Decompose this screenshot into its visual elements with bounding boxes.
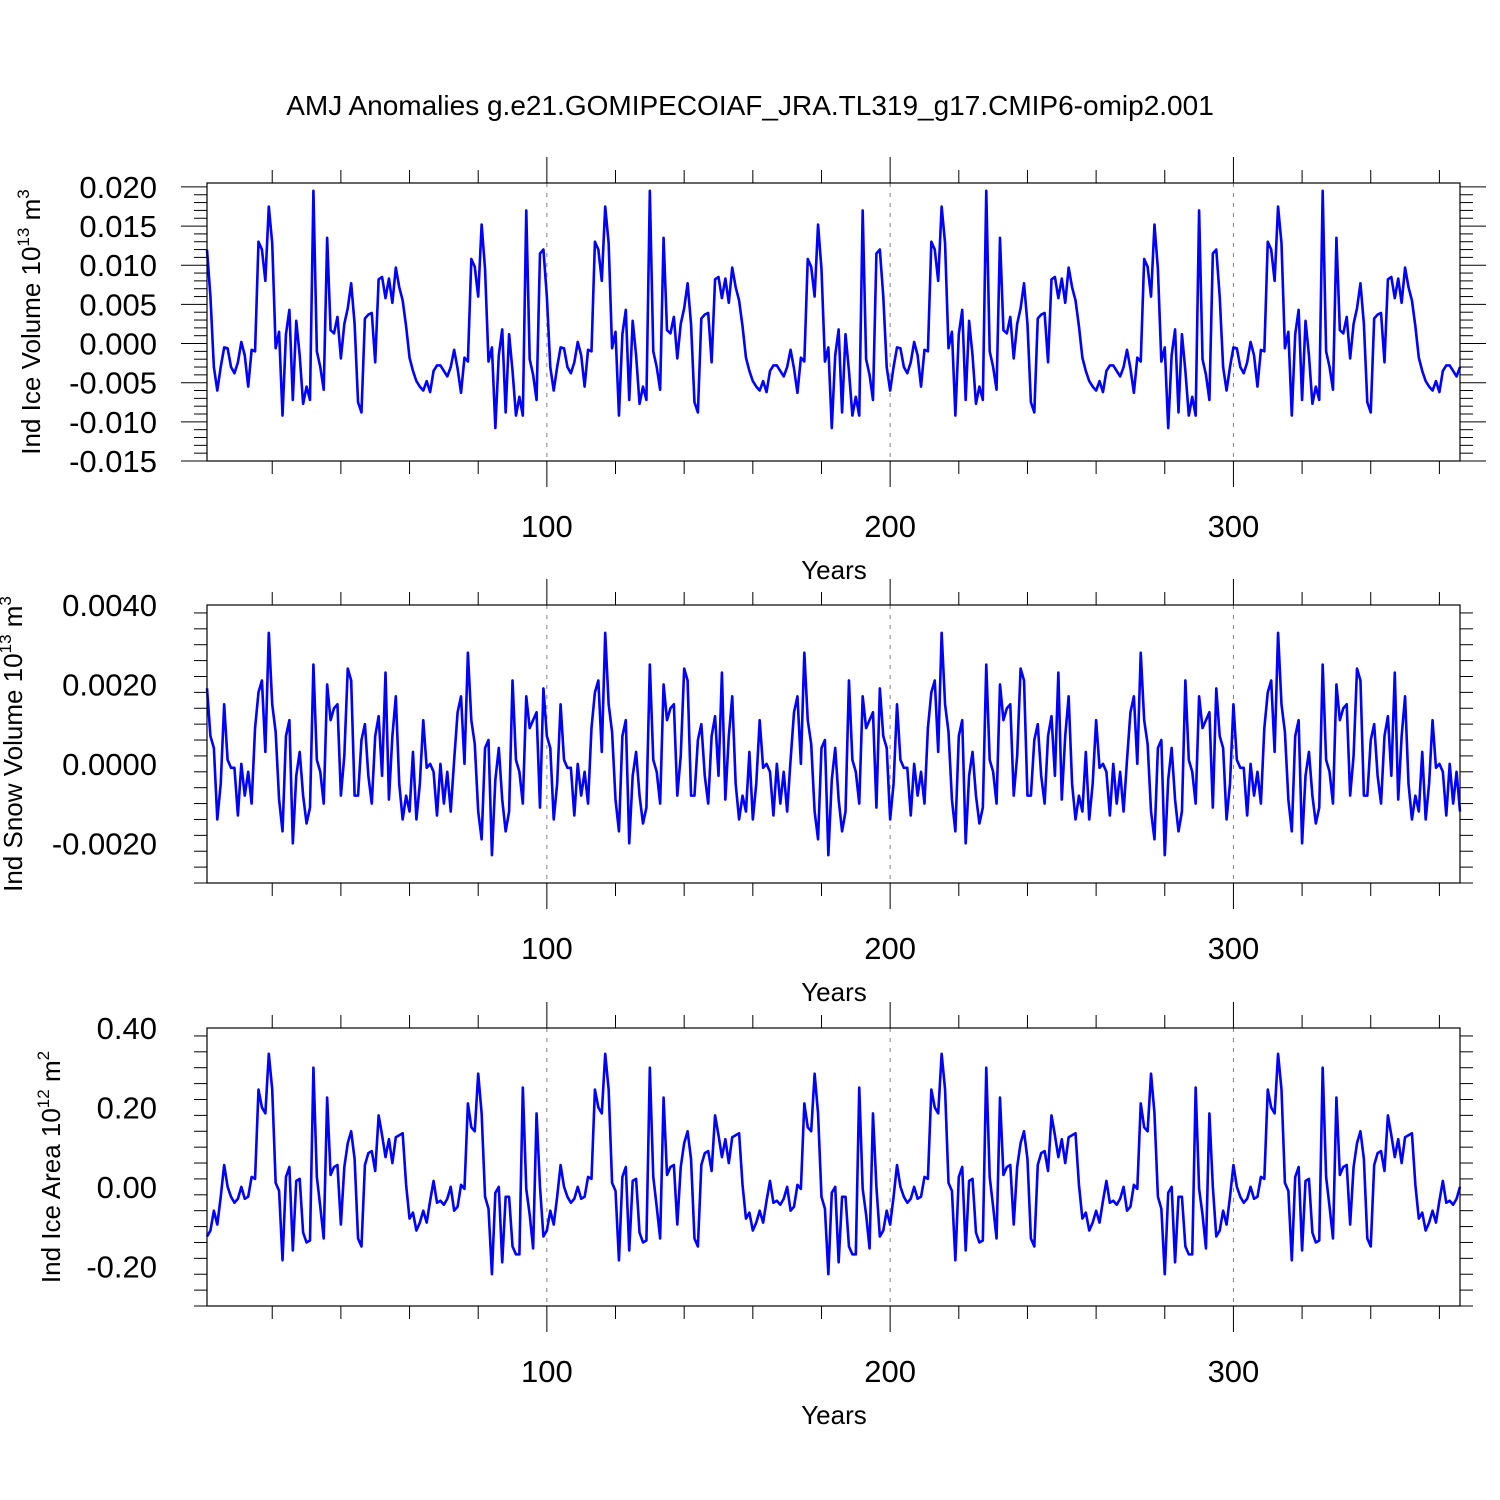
y-tick-label: 0.40: [97, 1011, 157, 1046]
x-tick-label: 200: [864, 509, 916, 544]
x-tick-label: 100: [521, 1354, 573, 1389]
series-line: [205, 1052, 1462, 1276]
panel-ice-volume: -0.015 -0.010 -0.005 0.000 0.005 0.010 0.015 0.…: [14, 157, 1486, 585]
y-tick-label: 0.020: [79, 170, 157, 205]
x-axis-label: Years: [801, 555, 867, 585]
y-tick-label: -0.0020: [52, 826, 157, 861]
y-tick-label: 0.010: [79, 248, 157, 283]
plot-frame: [206, 1027, 1461, 1307]
y-tick-label: 0.015: [79, 209, 157, 244]
y-axis-label: Ind Snow Volume 1013 m3: [0, 596, 28, 892]
y-tick-label: 0.0000: [62, 747, 157, 782]
x-tick-label: 300: [1208, 509, 1260, 544]
x-tick-label: 200: [864, 931, 916, 966]
plot-frame: [206, 604, 1461, 884]
series-line: [205, 189, 1462, 430]
x-tick-label: 300: [1208, 931, 1260, 966]
y-tick-label: -0.005: [69, 366, 157, 401]
panel-snow-volume: -0.0020 0.0000 0.0020 0.0040 100 200 300 Years I…: [0, 579, 1473, 1007]
y-tick-label: 0.0040: [62, 588, 157, 623]
x-tick-label: 100: [521, 509, 573, 544]
plot-frame: [206, 182, 1461, 462]
x-axis-label: Years: [801, 977, 867, 1007]
panel-ice-area: -0.20 0.00 0.20 0.40 100 200 300 Years Ind Ice A…: [34, 1002, 1473, 1430]
y-axis-label: Ind Ice Area 1012 m2: [34, 1051, 66, 1283]
y-tick-label: -0.015: [69, 444, 157, 479]
y-tick-label: 0.005: [79, 287, 157, 322]
series-line: [205, 631, 1462, 857]
page-title: AMJ Anomalies g.e21.GOMIPECOIAF_JRA.TL31…: [286, 90, 1214, 121]
y-tick-label: -0.010: [69, 405, 157, 440]
y-tick-label: 0.000: [79, 327, 157, 362]
y-tick-label: 0.20: [97, 1090, 157, 1125]
y-axis-label: Ind Ice Volume 1013 m3: [14, 189, 46, 454]
x-tick-label: 100: [521, 931, 573, 966]
y-tick-label: 0.00: [97, 1170, 157, 1205]
x-tick-label: 300: [1208, 1354, 1260, 1389]
x-axis-label: Years: [801, 1400, 867, 1430]
x-tick-label: 200: [864, 1354, 916, 1389]
y-tick-label: -0.20: [86, 1249, 157, 1284]
y-tick-label: 0.0020: [62, 667, 157, 702]
